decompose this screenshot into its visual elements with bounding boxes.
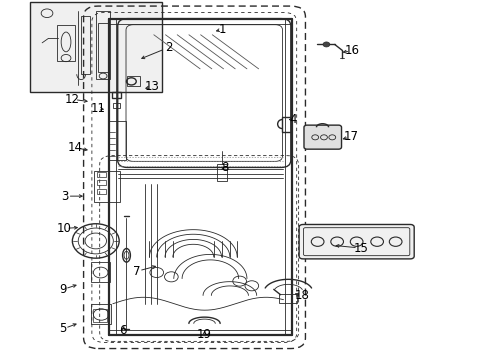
Bar xyxy=(127,76,140,86)
Bar xyxy=(98,23,108,72)
FancyBboxPatch shape xyxy=(299,225,413,259)
Text: 19: 19 xyxy=(197,328,212,341)
Bar xyxy=(112,92,121,98)
Text: 6: 6 xyxy=(119,324,126,337)
Text: 18: 18 xyxy=(294,289,309,302)
Text: 11: 11 xyxy=(91,102,105,115)
Bar xyxy=(91,305,111,324)
Bar xyxy=(30,3,161,92)
Text: 2: 2 xyxy=(165,41,172,54)
Bar xyxy=(97,180,106,185)
Bar xyxy=(282,117,290,132)
Text: 5: 5 xyxy=(60,322,67,335)
Text: 13: 13 xyxy=(144,80,159,93)
Text: 3: 3 xyxy=(61,190,69,203)
Bar xyxy=(96,12,110,79)
Text: 7: 7 xyxy=(132,265,140,278)
Bar xyxy=(81,16,90,74)
FancyBboxPatch shape xyxy=(304,125,341,149)
Bar xyxy=(113,103,120,108)
Text: 17: 17 xyxy=(343,130,358,144)
Text: 1: 1 xyxy=(218,23,226,36)
Text: 4: 4 xyxy=(289,113,296,126)
Bar xyxy=(57,25,75,61)
Bar xyxy=(94,171,120,202)
Bar xyxy=(97,189,106,194)
Circle shape xyxy=(323,42,329,47)
Bar xyxy=(91,262,110,282)
Bar xyxy=(217,163,226,181)
Text: 15: 15 xyxy=(353,242,368,255)
Text: 16: 16 xyxy=(344,44,359,57)
Text: 14: 14 xyxy=(67,141,82,154)
Bar xyxy=(278,294,297,303)
Text: 9: 9 xyxy=(59,283,67,296)
Bar xyxy=(109,121,126,160)
Text: 8: 8 xyxy=(221,161,228,174)
Bar xyxy=(93,310,107,322)
Bar xyxy=(97,172,106,177)
Text: 10: 10 xyxy=(57,222,71,235)
Text: 12: 12 xyxy=(65,93,80,106)
